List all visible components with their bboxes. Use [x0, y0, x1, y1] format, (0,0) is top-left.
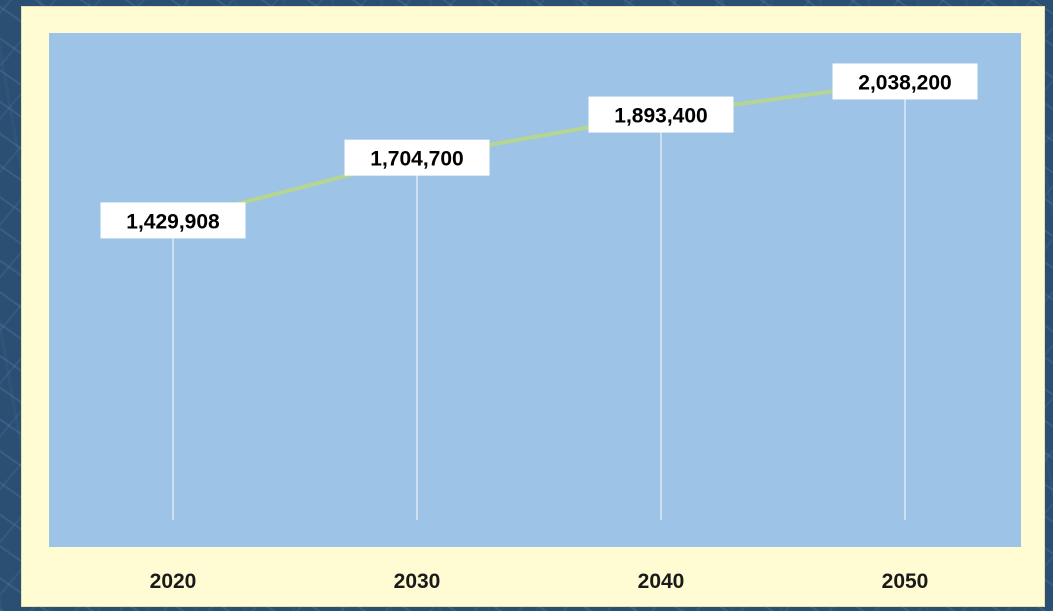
data-label-box — [832, 63, 978, 100]
x-tick-2030: 2030 — [394, 570, 441, 593]
plot-area — [49, 33, 1021, 547]
data-labels: 1,429,908 1,704,700 1,893,400 2,038,200 — [100, 63, 978, 239]
x-tick-2050: 2050 — [882, 570, 929, 593]
drop-lines — [172, 81, 906, 520]
x-tick-2040: 2040 — [638, 570, 685, 593]
data-label-box — [100, 202, 246, 239]
data-label-2020: 1,429,908 — [100, 202, 246, 239]
data-label-text: 1,429,908 — [126, 210, 220, 233]
data-label-box — [344, 139, 490, 176]
data-label-box — [588, 96, 734, 133]
x-tick-2020: 2020 — [150, 570, 197, 593]
data-label-text: 2,038,200 — [858, 71, 951, 94]
data-label-2040: 1,893,400 — [588, 96, 734, 133]
data-label-2030: 1,704,700 — [344, 139, 490, 176]
x-axis-ticks: 2020 2030 2040 2050 — [150, 570, 929, 593]
data-label-2050: 2,038,200 — [832, 63, 978, 100]
data-label-text: 1,893,400 — [614, 105, 707, 128]
series-line-population — [172, 79, 906, 223]
data-label-text: 1,704,700 — [370, 148, 463, 171]
